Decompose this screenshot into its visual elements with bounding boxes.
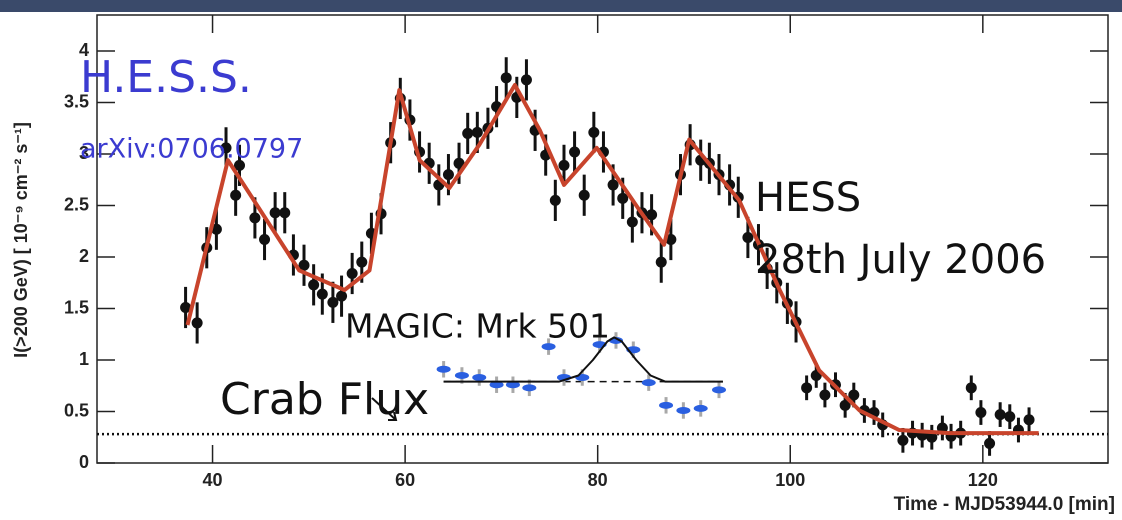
- data-point: [712, 386, 727, 394]
- data-point: [848, 389, 860, 401]
- data-point: [965, 382, 977, 394]
- data-point: [471, 126, 483, 138]
- data-point: [520, 74, 532, 86]
- data-point: [801, 382, 813, 394]
- data-point: [984, 437, 996, 449]
- data-point: [659, 401, 674, 409]
- data-point: [742, 231, 754, 243]
- annotation: 28th July 2006: [755, 237, 1046, 283]
- data-point: [453, 157, 465, 169]
- y-tick-label: 0: [79, 452, 89, 472]
- data-point: [569, 146, 581, 158]
- annotation: MAGIC: Mrk 501: [345, 307, 610, 346]
- data-point: [259, 234, 271, 246]
- data-point: [839, 399, 851, 411]
- data-point: [1023, 414, 1035, 426]
- data-point: [819, 389, 831, 401]
- data-point: [346, 268, 358, 280]
- data-point: [234, 159, 246, 171]
- data-point: [462, 127, 474, 139]
- y-tick-label: 3: [79, 143, 89, 163]
- x-tick-label: 80: [588, 470, 608, 490]
- data-point: [442, 169, 454, 181]
- annotation: HESS: [755, 175, 861, 221]
- plot-frame: [96, 14, 1109, 464]
- data-point: [191, 317, 203, 329]
- top-strip: [0, 0, 1122, 12]
- data-point: [298, 259, 310, 271]
- x-tick-label: 40: [203, 470, 223, 490]
- data-point: [249, 212, 261, 224]
- y-tick-label: 1: [79, 349, 89, 369]
- arrow: [371, 397, 398, 421]
- data-point: [472, 374, 487, 382]
- data-point: [454, 371, 469, 379]
- data-point: [336, 290, 348, 302]
- data-point: [549, 194, 561, 206]
- data-point: [994, 409, 1006, 421]
- data-point: [522, 384, 537, 392]
- data-point: [327, 296, 339, 308]
- data-point: [279, 207, 291, 219]
- annotation: H.E.S.S.: [80, 52, 252, 103]
- y-axis-label: I(>200 GeV) [ 10⁻⁹ cm⁻² s⁻¹]: [11, 122, 31, 358]
- data-point: [230, 189, 242, 201]
- annotation: Crab Flux: [220, 374, 429, 425]
- y-tick-label: 4: [79, 40, 89, 60]
- x-tick-label: 100: [775, 470, 805, 490]
- data-point: [308, 279, 320, 291]
- data-point: [975, 407, 987, 419]
- data-point: [436, 365, 451, 373]
- data-point: [356, 256, 368, 268]
- plot-area: 0 0.5 1 1.5 2 2.5 3 3.5 4 40 60 80 100 120: [64, 14, 1109, 490]
- data-point: [1004, 411, 1016, 423]
- data-point: [588, 126, 600, 138]
- fit-line: [185, 83, 1039, 436]
- data-point: [655, 256, 667, 268]
- data-point: [180, 301, 192, 313]
- data-point: [617, 192, 629, 204]
- data-point: [693, 404, 708, 412]
- fit-line: [443, 336, 723, 383]
- data-point: [926, 431, 938, 443]
- data-point: [676, 406, 691, 414]
- data-point: [578, 189, 590, 201]
- data-point: [541, 343, 556, 351]
- data-point: [626, 216, 638, 228]
- annotation: arXiv:0706.0797: [80, 134, 303, 165]
- data-point: [897, 434, 909, 446]
- y-tick-label: 0.5: [64, 400, 89, 420]
- data-point: [269, 207, 281, 219]
- x-tick-label: 120: [968, 470, 998, 490]
- data-point: [558, 159, 570, 171]
- x-tick-label: 60: [395, 470, 415, 490]
- y-tick-label: 3.5: [64, 91, 89, 111]
- data-point: [646, 209, 658, 221]
- data-point: [500, 72, 512, 84]
- data-point: [220, 142, 232, 154]
- data-point: [505, 381, 520, 389]
- y-tick-label: 2: [79, 246, 89, 266]
- data-point: [316, 288, 328, 300]
- data-point: [665, 234, 677, 246]
- y-tick-label: 1.5: [64, 297, 89, 317]
- x-axis-label: Time - MJD53944.0 [min]: [894, 494, 1115, 515]
- y-tick-label: 2.5: [64, 194, 89, 214]
- data-point: [607, 179, 619, 191]
- data-point: [489, 381, 504, 389]
- data-point: [641, 379, 656, 387]
